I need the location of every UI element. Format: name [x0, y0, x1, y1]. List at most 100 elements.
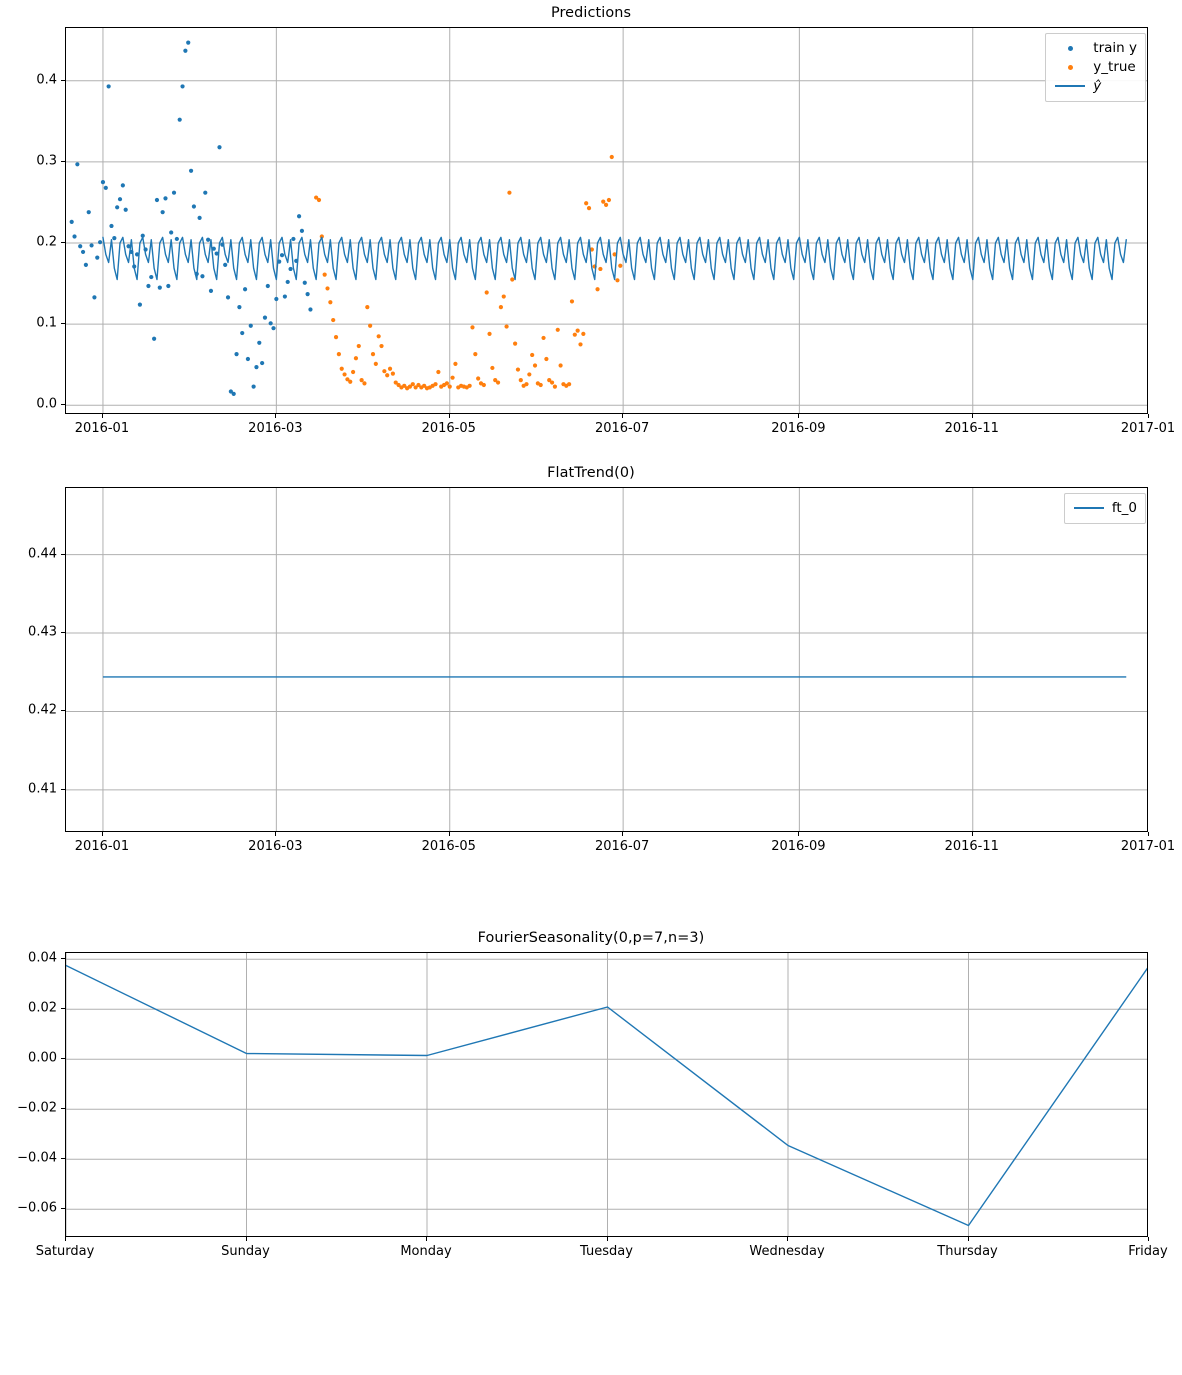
- y-tick-label: 0.02: [28, 1000, 57, 1016]
- panel-fourier-seasonality-title: FourierSeasonality(0,p=7,n=3): [477, 930, 705, 946]
- legend-label-y-hat: ŷ: [1093, 78, 1102, 94]
- panel-flat-trend-title: FlatTrend(0): [547, 465, 635, 481]
- y-tick-label: 0.3: [36, 153, 57, 169]
- y-tick-label: 0.04: [28, 950, 57, 966]
- x-tick: [787, 1237, 788, 1241]
- x-tick-label: 2017-01: [1120, 839, 1176, 854]
- legend-item-ft-0: ft_0: [1072, 499, 1137, 518]
- legend-marker-dot-train: [1053, 39, 1087, 58]
- x-tick-label: 2016-01: [74, 421, 130, 436]
- y-tick-label: 0.00: [28, 1050, 57, 1066]
- y-tick: [61, 710, 65, 712]
- y-tick-label: −0.06: [17, 1200, 57, 1216]
- line-seasonality: [66, 964, 1147, 1227]
- x-tick: [606, 1237, 608, 1241]
- x-tick: [971, 832, 973, 836]
- legend-flat-trend: ft_0: [1063, 493, 1146, 524]
- x-tick-label: Monday: [400, 1244, 452, 1259]
- legend-label-y-true: y_true: [1093, 59, 1136, 75]
- y-tick-label: 0.0: [36, 396, 57, 412]
- axes-predictions: [65, 27, 1148, 414]
- x-tick: [622, 414, 624, 418]
- x-tick-label: 2016-07: [594, 421, 650, 436]
- y-tick: [61, 1208, 65, 1210]
- line-y-hat: [102, 236, 1127, 281]
- x-tick-label: 2016-09: [771, 421, 826, 436]
- x-tick: [275, 832, 277, 836]
- y-tick-label: 0.2: [36, 234, 57, 250]
- scatter-y-true: [314, 154, 623, 391]
- x-tick: [1148, 414, 1149, 418]
- x-tick-label: Wednesday: [749, 1244, 825, 1259]
- x-tick: [245, 1237, 247, 1241]
- x-tick-label: 2017-01: [1120, 421, 1176, 436]
- x-tick-label: Sunday: [221, 1244, 270, 1259]
- x-tick: [798, 832, 800, 836]
- y-tick-label: 0.43: [28, 624, 57, 640]
- x-tick: [448, 832, 450, 836]
- x-tick: [1148, 1237, 1149, 1241]
- x-tick-label: 2016-11: [944, 839, 999, 854]
- x-tick: [622, 832, 624, 836]
- legend-item-y-true: y_true: [1053, 58, 1137, 77]
- x-tick-label: Friday: [1128, 1244, 1168, 1259]
- panel-predictions-title: Predictions: [550, 5, 632, 21]
- y-tick-label: 0.44: [28, 546, 57, 562]
- x-tick: [101, 414, 103, 418]
- panel-predictions: Predictions 2016-01 2016-03 2016-05 2016-07…: [0, 0, 1182, 452]
- x-tick-label: 2016-09: [771, 839, 826, 854]
- x-tick-label: 2016-03: [248, 839, 303, 854]
- x-tick-label: 2016-05: [421, 839, 476, 854]
- legend-label-ft-0: ft_0: [1111, 500, 1137, 516]
- x-tick: [967, 1237, 969, 1241]
- y-tick: [61, 1108, 65, 1110]
- y-tick: [61, 242, 65, 243]
- x-tick: [798, 414, 800, 418]
- x-tick: [426, 1237, 427, 1241]
- y-tick: [61, 323, 65, 325]
- y-tick-label: 0.42: [28, 702, 57, 718]
- axes-flat-trend: [65, 487, 1148, 832]
- x-tick-label: 2016-01: [74, 839, 130, 854]
- legend-predictions: train y y_true ŷ: [1045, 33, 1146, 102]
- y-tick: [61, 1058, 65, 1060]
- y-tick: [61, 1158, 65, 1160]
- y-tick: [61, 958, 65, 960]
- y-tick: [61, 79, 65, 81]
- x-tick: [448, 414, 450, 418]
- y-tick-label: −0.02: [17, 1100, 57, 1116]
- legend-marker-line-pred: [1053, 77, 1087, 96]
- x-tick: [1148, 832, 1149, 836]
- y-tick: [61, 1008, 65, 1010]
- y-tick: [61, 404, 65, 406]
- legend-item-train-y: train y: [1053, 39, 1137, 58]
- axes-fourier-seasonality: [65, 952, 1148, 1237]
- x-tick: [65, 1237, 66, 1241]
- legend-marker-line-ft0: [1072, 499, 1106, 518]
- scatter-train-y: [69, 40, 313, 397]
- x-tick-label: 2016-03: [248, 421, 303, 436]
- y-tick-label: 0.1: [36, 315, 57, 331]
- x-tick-label: Thursday: [937, 1244, 998, 1259]
- x-tick-label: 2016-11: [944, 421, 999, 436]
- legend-marker-dot-test: [1053, 58, 1087, 77]
- panel-fourier-seasonality: FourierSeasonality(0,p=7,n=3) Saturday Su…: [0, 904, 1182, 1375]
- panel-flat-trend: FlatTrend(0) 2016-01 2016-03 2016-05 2016-0…: [0, 452, 1182, 904]
- y-tick-label: 0.41: [28, 781, 57, 797]
- x-tick-label: 2016-05: [421, 421, 476, 436]
- legend-label-train-y: train y: [1093, 40, 1137, 56]
- y-tick-label: 0.4: [36, 72, 57, 88]
- x-tick-label: 2016-07: [594, 839, 650, 854]
- y-tick-label: −0.04: [17, 1150, 57, 1166]
- x-tick: [971, 414, 973, 418]
- y-tick: [61, 160, 65, 162]
- x-tick-label: Tuesday: [580, 1244, 633, 1259]
- legend-item-y-hat: ŷ: [1053, 77, 1137, 96]
- y-tick: [61, 788, 65, 790]
- x-tick-label: Saturday: [35, 1244, 95, 1259]
- x-tick: [101, 832, 103, 836]
- y-tick: [61, 553, 65, 555]
- x-tick: [275, 414, 277, 418]
- y-tick: [61, 632, 65, 634]
